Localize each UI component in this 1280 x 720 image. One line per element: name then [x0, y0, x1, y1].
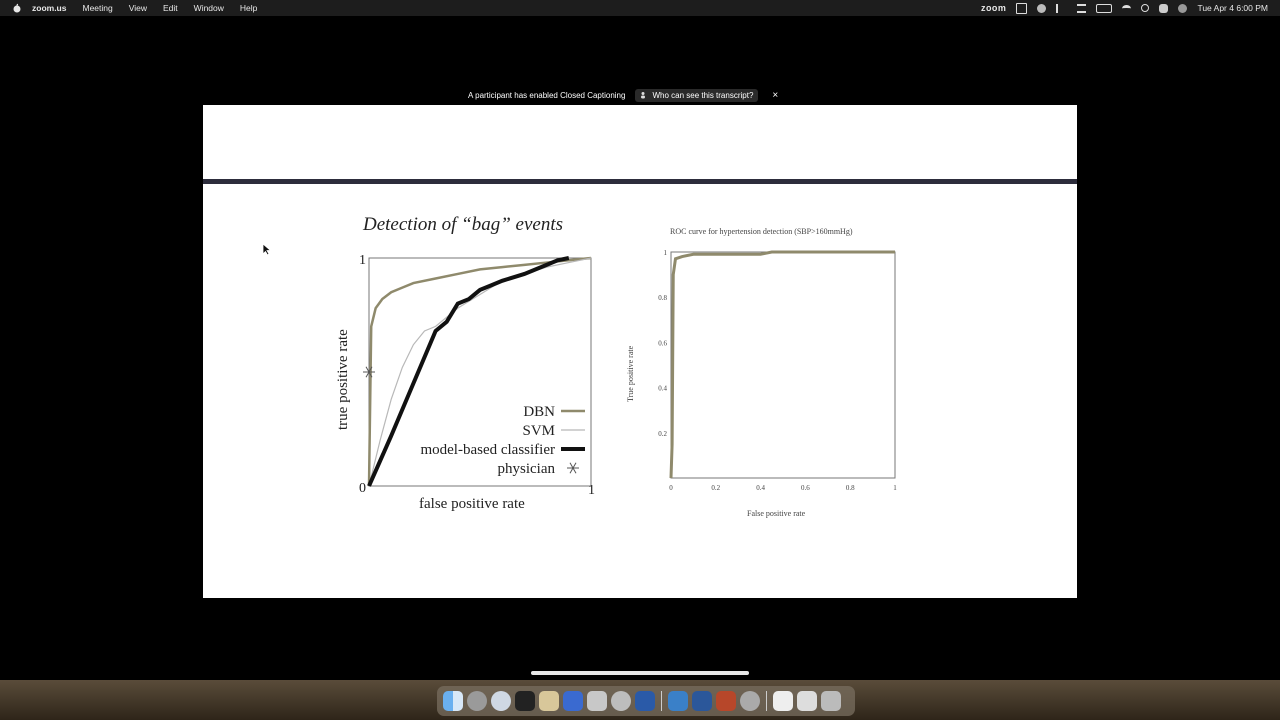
left-roc-chart: 1 0 1 true positive rate false positive …	[335, 253, 595, 512]
shared-slide: Detection of “bag” events 1 0 1 true pos…	[203, 184, 1077, 598]
right-series-group	[669, 250, 895, 479]
zoom-status-icon[interactable]: zoom	[980, 3, 1007, 13]
cc-message: A participant has enabled Closed Caption…	[468, 90, 626, 100]
menu-view[interactable]: View	[128, 3, 148, 13]
menu-meeting[interactable]: Meeting	[82, 3, 113, 13]
people-icon	[641, 92, 646, 99]
left-chart-title: Detection of “bag” events	[363, 214, 563, 235]
safari-icon[interactable]	[491, 691, 511, 711]
outlook-icon[interactable]	[635, 691, 655, 711]
mouse-cursor-icon	[263, 244, 271, 256]
bluetooth-icon[interactable]	[1056, 3, 1067, 13]
right-xtick: 0.6	[801, 484, 810, 492]
pdf-reader-icon[interactable]	[587, 691, 607, 711]
menu-help[interactable]: Help	[239, 3, 258, 13]
terminal-icon[interactable]	[515, 691, 535, 711]
notification-icon[interactable]	[1178, 3, 1188, 13]
right-ytick: 0.2	[658, 430, 667, 438]
control-center-icon[interactable]	[1077, 3, 1087, 13]
right-ytick: 1	[664, 249, 668, 257]
closed-caption-banner: A participant has enabled Closed Caption…	[458, 86, 820, 104]
document-icon[interactable]	[773, 691, 793, 711]
dock-separator	[661, 691, 662, 711]
skype-icon[interactable]	[668, 691, 688, 711]
shared-screen-top	[203, 105, 1077, 179]
wifi-icon[interactable]	[1122, 4, 1132, 12]
right-chart-title: ROC curve for hypertension detection (SB…	[670, 227, 853, 236]
transcript-visibility-button[interactable]: Who can see this transcript?	[635, 88, 759, 102]
dock	[437, 686, 855, 716]
left-xlabel: false positive rate	[419, 496, 525, 512]
chrome-icon[interactable]	[611, 691, 631, 711]
launchpad-icon[interactable]	[467, 691, 487, 711]
downloads-icon[interactable]	[797, 691, 817, 711]
left-series-model-based-classifier	[367, 256, 570, 487]
right-roc-chart: True positive rate False positive rate 0…	[626, 249, 897, 518]
legend-swatch-physician	[567, 462, 579, 474]
right-xlabel: False positive rate	[747, 509, 806, 518]
notes-icon[interactable]	[539, 691, 559, 711]
left-ylabel: true positive rate	[335, 329, 351, 430]
right-ytick: 0.8	[658, 294, 667, 302]
finder-icon[interactable]	[443, 691, 463, 711]
left-legend: DBN SVM model-based classifier physician	[420, 404, 585, 477]
left-ytick-top: 1	[359, 253, 366, 268]
left-ytick-bottom: 0	[359, 481, 366, 496]
right-ytick: 0.4	[658, 385, 667, 393]
right-series-0	[669, 250, 895, 479]
dock-separator	[766, 691, 767, 711]
left-point-physician	[363, 366, 375, 378]
app-icon[interactable]	[740, 691, 760, 711]
legend-label-dbn: DBN	[523, 404, 555, 420]
status-tray: zoom Tue Apr 4 6:00 PM	[981, 0, 1268, 16]
legend-label-svm: SVM	[522, 423, 555, 439]
left-xtick-right: 1	[588, 483, 595, 498]
right-xtick: 0.8	[846, 484, 855, 492]
transcript-link-label: Who can see this transcript?	[652, 90, 754, 100]
right-xtick: 1	[893, 484, 897, 492]
legend-label-physician: physician	[498, 461, 556, 477]
zoom-app-icon[interactable]	[563, 691, 583, 711]
menu-bar: zoom.us Meeting View Edit Window Help zo…	[0, 0, 1280, 16]
menu-app-name[interactable]: zoom.us	[32, 3, 67, 13]
left-series-dbn	[367, 256, 592, 487]
menu-edit[interactable]: Edit	[163, 3, 178, 13]
legend-label-model-based-classifier: model-based classifier	[420, 442, 555, 458]
left-series-group	[363, 256, 592, 487]
search-icon[interactable]	[1141, 4, 1150, 12]
right-ticks: 0 0.2 0.4 0.6 0.8 1 0.2 0.4 0.6 0.8 1	[658, 249, 897, 492]
right-plot-frame	[670, 251, 896, 479]
right-xtick: 0.4	[756, 484, 765, 492]
battery-icon[interactable]	[1096, 3, 1113, 13]
powerpoint-icon[interactable]	[716, 691, 736, 711]
menu-window[interactable]: Window	[193, 3, 224, 13]
trash-icon[interactable]	[821, 691, 841, 711]
siri-icon[interactable]	[1159, 3, 1169, 13]
word-icon[interactable]	[692, 691, 712, 711]
right-ytick: 0.6	[658, 339, 667, 347]
shared-screen-divider	[203, 179, 1077, 184]
clock[interactable]: Tue Apr 4 6:00 PM	[1197, 3, 1268, 13]
screen-share-handle[interactable]	[531, 671, 749, 675]
right-xtick: 0	[669, 484, 673, 492]
right-ylabel: True positive rate	[626, 345, 635, 402]
apple-logo-icon[interactable]	[12, 3, 22, 13]
right-xtick: 0.2	[711, 484, 720, 492]
captions-icon[interactable]	[1016, 2, 1028, 14]
extension-icon[interactable]	[1037, 3, 1047, 13]
close-icon[interactable]: ×	[772, 89, 779, 101]
